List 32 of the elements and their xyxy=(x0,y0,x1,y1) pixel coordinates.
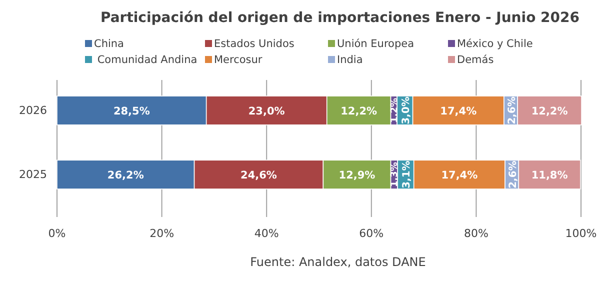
data-label: 12,9% xyxy=(338,170,376,182)
legend-label: Estados Unidos xyxy=(214,38,294,50)
data-label: 12,2% xyxy=(531,105,568,118)
legend-label: Comunidad Andina xyxy=(94,54,198,66)
data-label: 24,6% xyxy=(240,170,278,182)
data-label: 17,4% xyxy=(441,170,478,182)
x-tick-label: 0% xyxy=(48,226,66,240)
legend-label: China xyxy=(94,38,124,50)
x-tick-label: 40% xyxy=(254,226,279,240)
y-tick-label: 2025 xyxy=(19,168,47,182)
data-label: 3,1% xyxy=(402,160,413,188)
legend-label: Unión Europea xyxy=(337,38,414,50)
data-label: 3,0% xyxy=(400,96,412,124)
chart-title: Participación del origen de importaciones Enero - Junio 2026 xyxy=(100,10,580,26)
data-label: 17,4% xyxy=(440,105,478,118)
legend-label: India xyxy=(337,54,363,66)
data-label: 23,0% xyxy=(248,105,286,118)
data-label: 26,2% xyxy=(107,170,144,182)
legend-label: México y Chile xyxy=(457,38,533,50)
x-tick-label: 20% xyxy=(150,226,174,240)
data-label: 12,2% xyxy=(340,105,378,118)
x-tick-label: 100% xyxy=(565,226,597,240)
legend-label: Demás xyxy=(457,54,494,66)
x-tick-label: 80% xyxy=(464,226,488,240)
data-label: 11,8% xyxy=(531,170,568,182)
source-note: Fuente: Analdex, datos DANE xyxy=(250,255,426,269)
y-tick-label: 2026 xyxy=(19,104,47,117)
data-label: 28,5% xyxy=(113,105,150,118)
x-tick-label: 60% xyxy=(359,226,384,240)
data-label: 2,6% xyxy=(508,160,519,188)
data-label: 2,6% xyxy=(506,96,518,124)
legend-label: Mercosur xyxy=(214,54,263,66)
